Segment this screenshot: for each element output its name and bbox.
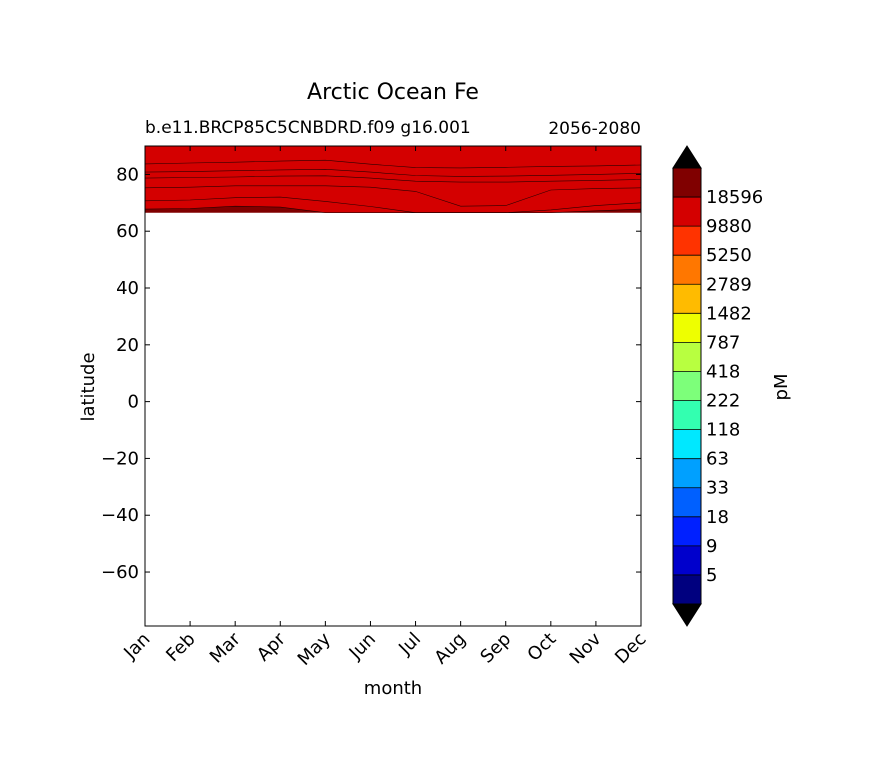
- colorbar-swatch: [673, 458, 701, 488]
- colorbar-tick-label: 1482: [706, 303, 752, 324]
- colorbar-swatch: [673, 487, 701, 517]
- colorbar-swatch: [673, 168, 701, 198]
- colorbar: 18596 9880 5250 2789 1482 787 418 222 118 63 33 18 9…: [672, 145, 763, 627]
- colorbar-tick-label: 33: [706, 478, 729, 499]
- contour-line: [144, 205, 642, 213]
- colorbar-swatch: [673, 342, 701, 372]
- colorbar-swatch: [673, 284, 701, 314]
- contour-line: [144, 159, 642, 169]
- plot-frame: [144, 145, 642, 627]
- colorbar-tick-label: 18: [706, 507, 729, 528]
- colorbar-tick-label: 63: [706, 449, 729, 470]
- y-axis: 80 60 40 20 0 −20 −40 −60: [101, 164, 641, 583]
- colorbar-swatch: [673, 574, 701, 604]
- colorbar-swatch: [673, 516, 701, 546]
- contour-line: [144, 175, 642, 183]
- contour-line: [144, 185, 642, 207]
- colorbar-tick-label: 787: [706, 332, 740, 353]
- colorbar-swatch: [673, 197, 701, 227]
- colorbar-tick-label: 9880: [706, 216, 752, 237]
- chart-title: Arctic Ocean Fe: [307, 80, 479, 105]
- y-tick-label: −60: [101, 562, 139, 583]
- chart-subtitle-years: 2056-2080: [548, 119, 641, 139]
- colorbar-tick-label: 222: [706, 391, 740, 412]
- y-tick-label: −40: [101, 505, 139, 526]
- colorbar-swatch: [673, 545, 701, 575]
- y-axis-label: latitude: [78, 352, 99, 421]
- colorbar-tick-label: 18596: [706, 187, 763, 208]
- y-tick-label: 80: [116, 164, 139, 185]
- y-tick-label: 20: [116, 335, 139, 356]
- colorbar-swatch: [673, 371, 701, 401]
- colorbar-swatch: [673, 429, 701, 459]
- colorbar-swatch: [673, 313, 701, 343]
- colorbar-tick-label: 9: [706, 536, 717, 557]
- y-tick-label: 40: [116, 278, 139, 299]
- y-tick-label: −20: [101, 448, 139, 469]
- colorbar-swatch: [673, 400, 701, 430]
- colorbar-tick-label: 2789: [706, 274, 752, 295]
- x-axis-label: month: [364, 678, 422, 699]
- colorbar-label: pM: [771, 374, 792, 401]
- y-tick-label: 60: [116, 221, 139, 242]
- plot-area: [144, 145, 642, 627]
- colorbar-swatch: [673, 226, 701, 256]
- colorbar-tick-label: 5: [706, 565, 717, 586]
- chart-subtitle-run-name: b.e11.BRCP85C5CNBDRD.f09 g16.001: [145, 118, 471, 138]
- colorbar-tick-label: 5250: [706, 245, 752, 266]
- contour-line: [144, 196, 642, 213]
- y-tick-label: 0: [128, 392, 139, 413]
- contour-line: [144, 168, 642, 177]
- colorbar-swatch: [673, 255, 701, 285]
- colorbar-frame: [672, 167, 702, 605]
- colorbar-tick-label: 118: [706, 420, 740, 441]
- colorbar-tick-label: 418: [706, 361, 740, 382]
